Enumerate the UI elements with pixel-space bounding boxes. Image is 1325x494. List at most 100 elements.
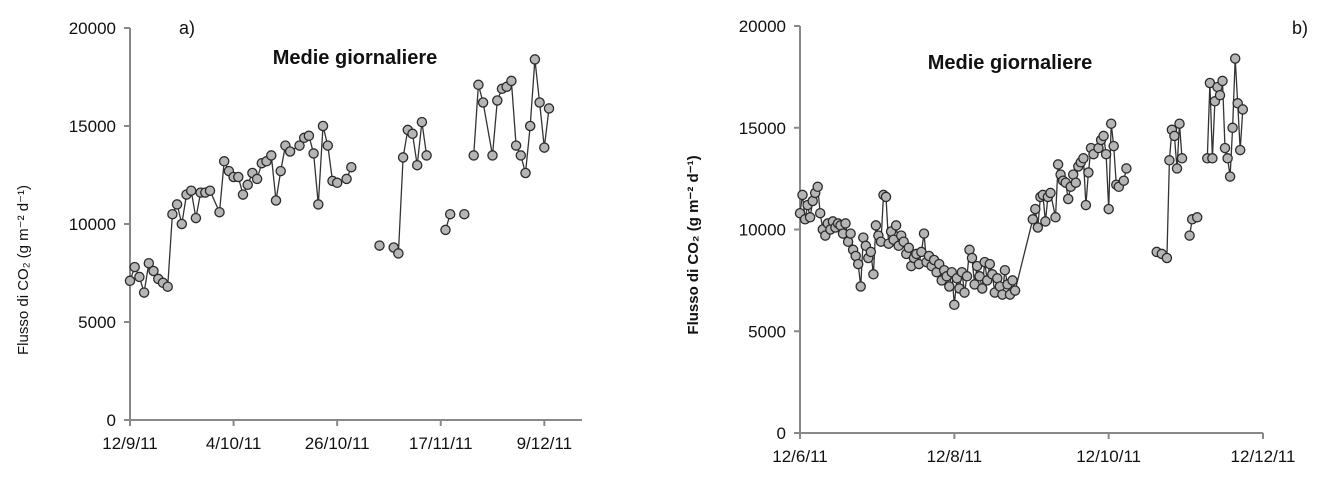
chart-a-data-point [459, 208, 470, 220]
chart-b-data-point [1050, 212, 1061, 223]
chart-a-data-point [190, 212, 202, 224]
chart-a-panel-label: a) [179, 18, 195, 38]
chart-a-x-tick-label: 12/9/11 [102, 434, 157, 453]
chart-a-data-point [294, 140, 305, 151]
chart-b-data-point [1045, 187, 1056, 199]
chart-b-data-point [1032, 222, 1044, 233]
chart-b-data-point [1227, 122, 1238, 134]
chart-a-data-point [317, 120, 329, 132]
chart-b-data-point [890, 220, 902, 231]
chart-b-data-point [870, 220, 882, 231]
chart-b-data-point [845, 228, 856, 239]
chart-b-data-point [797, 189, 808, 201]
chart-b-panel-label: b) [1292, 18, 1308, 38]
chart-b-data-point [1214, 89, 1226, 101]
chart-b-data-point [1062, 193, 1074, 205]
chart-b-y-tick-label: 10000 [739, 221, 786, 240]
chart-a-title: Medie giornaliere [273, 47, 438, 69]
chart-b-data-point [949, 299, 960, 311]
chart-panel-a: 0 5000 10000 15000 20000 12/9/11 4/10/11 26/10/… [0, 0, 640, 489]
chart-a-svg: 0 5000 10000 15000 20000 12/9/11 4/10/11 26/10/… [15, 18, 582, 453]
chart-a-data-point [397, 152, 409, 163]
chart-a-x-tick-label: 17/11/11 [409, 434, 473, 453]
chart-b-data-point [855, 281, 866, 292]
chart-b-data-point [1070, 177, 1082, 188]
chart-b-data-point [1176, 153, 1188, 164]
chart-b-data-point [959, 287, 970, 298]
chart-a-data-point [520, 167, 531, 179]
chart-a-data-point [143, 257, 155, 269]
chart-b-data-point [1009, 285, 1021, 296]
chart-b-data-point [1105, 118, 1117, 129]
chart-b-data-point [1007, 275, 1018, 286]
chart-a-data-point [346, 161, 357, 173]
chart-a-data-point [148, 265, 159, 277]
chart-b-data-point [903, 242, 915, 254]
chart-b-data-point [1224, 171, 1236, 182]
chart-a-data-point [162, 281, 173, 292]
chart-b-data-point [1040, 216, 1051, 227]
chart-a-data-point [416, 116, 428, 128]
chart-b-y-tick-label: 5000 [748, 322, 786, 341]
chart-a-data-point [524, 120, 536, 132]
chart-a-data-point [138, 287, 150, 298]
chart-a-data-point [506, 75, 517, 87]
chart-b-data-point [865, 246, 877, 258]
chart-b-data-point [812, 181, 823, 193]
chart-b-data-point [1169, 130, 1180, 142]
chart-b-data-point [814, 207, 826, 219]
chart-a-data-point [515, 150, 527, 161]
chart-a-y-tick-label: 5000 [78, 313, 116, 332]
chart-a-y-tick-label: 20000 [69, 19, 116, 38]
chart-b-svg: 0 5000 10000 15000 20000 12/6/11 12/8/11 12/10/… [685, 17, 1308, 466]
chart-a-data-point [492, 95, 503, 106]
chart-b-data-point [804, 212, 816, 223]
chart-a-data-point [534, 97, 545, 108]
chart-a-y-axis-label: Flusso di CO₂ (g m⁻² d⁻¹) [15, 185, 32, 355]
chart-a-data-point [204, 185, 216, 196]
chart-a-data-point [167, 208, 178, 220]
chart-b-data-point [1234, 144, 1246, 156]
chart-b-x-tick-label: 12/10/11 [1076, 447, 1141, 466]
chart-a-data-point [176, 218, 188, 230]
chart-b-data-point [1030, 203, 1041, 215]
chart-b-y-tick-label: 15000 [739, 119, 786, 138]
chart-b-data-point [1217, 75, 1228, 87]
chart-a-data-point [543, 103, 555, 114]
chart-b-data-point [1219, 142, 1231, 154]
chart-b-data-point [1171, 163, 1183, 174]
chart-b-data-point [1118, 175, 1130, 186]
chart-a-data-point [539, 142, 550, 153]
chart-b-y-tick-label: 0 [777, 424, 786, 443]
chart-a-data-point [487, 150, 498, 161]
chart-b-data-point [961, 271, 973, 282]
chart-a-data-point [440, 224, 451, 236]
chart-b-title: Medie giornaliere [928, 52, 1093, 74]
chart-a-y-tick-label: 15000 [69, 117, 116, 136]
chart-a-data-point [331, 177, 343, 189]
chart-b-data-point [1174, 118, 1185, 129]
chart-a-y-tick-label: 0 [107, 411, 116, 430]
chart-a-data-point [275, 165, 286, 177]
chart-b-data-point [999, 264, 1011, 276]
chart-a-data-point [510, 140, 522, 151]
chart-a-data-point [322, 140, 334, 151]
chart-a-data-point [374, 240, 385, 251]
chart-b-series-line [1156, 123, 1183, 260]
chart-a-data-point [233, 171, 244, 183]
chart-b-data-point [1121, 163, 1132, 174]
chart-b-data-point [1191, 212, 1203, 223]
chart-b-data-point [1229, 53, 1241, 64]
chart-a-series-line [473, 59, 550, 174]
chart-a-series-line [393, 122, 428, 256]
chart-b-data-point [1108, 140, 1119, 152]
chart-b-y-tick-label: 20000 [739, 17, 786, 36]
chart-a-data-point [124, 275, 136, 287]
chart-a-data-point [411, 159, 423, 171]
chart-a-data-point [393, 248, 404, 259]
chart-a-data-point [421, 150, 432, 161]
chart-a-x-tick-label: 26/10/11 [305, 434, 370, 453]
chart-b-x-tick-label: 12/12/11 [1231, 447, 1296, 466]
chart-b-data-point [918, 228, 930, 239]
chart-b-data-point [840, 218, 851, 229]
